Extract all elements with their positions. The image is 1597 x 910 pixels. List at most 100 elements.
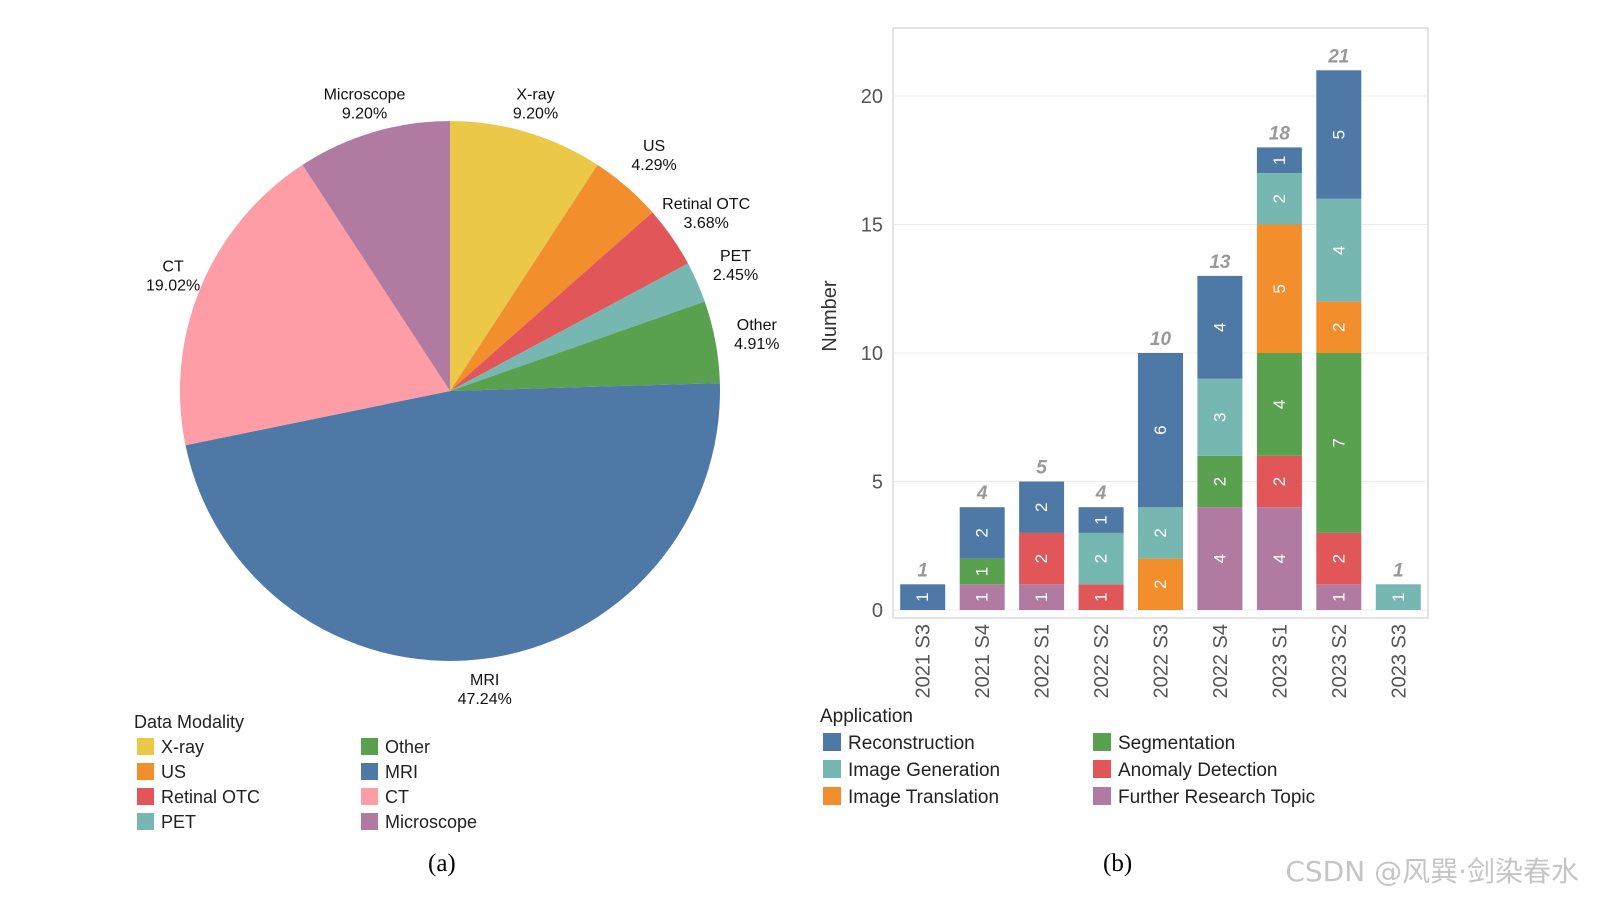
pie-chart <box>180 121 720 661</box>
bar-value-label: 4 <box>1210 554 1229 563</box>
pie-legend-swatch-x-ray <box>137 738 154 755</box>
bar-segment-2022-s3-image-translation <box>1138 558 1183 610</box>
pie-legend-swatch-mri <box>361 763 378 780</box>
bar-segment-2021-s4-segmentation <box>959 558 1005 585</box>
bar-value-label: 2 <box>1151 580 1170 589</box>
bar-segment-2023-s1-reconstruction <box>1256 147 1302 174</box>
x-tick-2022-s4: 2022 S4 <box>1210 624 1232 699</box>
pie-pct-us: 4.29% <box>631 157 676 174</box>
pie-legend-label-ct: CT <box>385 787 409 807</box>
pie-legend-label-us: US <box>161 762 186 782</box>
bar-x-ticks: 2021 S3 2021 S4 2022 S1 2022 S2 2022 S3 2022 … <box>913 624 1411 699</box>
y-tick-5: 5 <box>872 472 883 494</box>
bar-segment-2021-s4-reconstruction <box>959 507 1005 559</box>
pie-legend: Data Modality X-ray US Retinal OTC PET Other… <box>134 712 477 832</box>
caption-a: (a) <box>428 850 456 877</box>
pie-pct-pet: 2.45% <box>713 267 758 284</box>
bar-value-label: 2 <box>1210 477 1229 486</box>
caption-b: (b) <box>1103 850 1133 877</box>
bar-segment-2022-s2-reconstruction <box>1078 507 1124 533</box>
bar-value-label: 4 <box>1210 323 1229 332</box>
pie-pct-retinal-otc: 3.68% <box>684 215 729 232</box>
pie-slice-ct <box>180 164 451 446</box>
pie-slice-x-ray <box>450 121 598 391</box>
bar-segment-2022-s4-image-generation <box>1197 378 1243 456</box>
bar-segment-2023-s1-segmentation <box>1256 353 1302 456</box>
bar-value-label: 5 <box>1270 284 1289 293</box>
pie-label-x-ray: X-ray <box>516 86 554 103</box>
pie-slice-other <box>450 301 720 391</box>
bar-segment-2023-s1-further-research-topic <box>1256 507 1302 610</box>
bar-segment-2021-s3-reconstruction <box>900 584 946 610</box>
bar-segment-2022-s3-image-generation <box>1138 507 1183 559</box>
pie-slice-pet <box>450 263 705 391</box>
bar-value-label: 4 <box>1270 400 1289 409</box>
x-tick-2022-s1: 2022 S1 <box>1032 624 1054 699</box>
bar-segment-2021-s4-further-research-topic <box>959 584 1005 610</box>
pie-legend-label-pet: PET <box>161 812 196 832</box>
bar-legend-swatch-anomaly-detection <box>1093 760 1111 778</box>
bar-legend-label-image-translation: Image Translation <box>848 787 999 808</box>
pie-legend-swatch-pet <box>137 813 154 830</box>
bar-segment-2022-s4-reconstruction <box>1197 275 1243 379</box>
bar-segment-2022-s3-reconstruction <box>1138 353 1183 508</box>
y-tick-15: 15 <box>861 215 883 237</box>
pie-labels: X-ray 9.20% US 4.29% Retinal OTC 3.68% PET 2.45… <box>146 86 780 708</box>
bar-value-label: 2 <box>1270 194 1289 203</box>
bar-legend-label-image-generation: Image Generation <box>848 760 1000 781</box>
bar-value-label: 1 <box>1329 592 1348 601</box>
x-tick-2023-s3: 2023 S3 <box>1388 624 1410 699</box>
bar-total-2022-s2: 4 <box>1095 483 1107 504</box>
y-axis-label: Number <box>819 280 841 351</box>
bar-legend-label-segmentation: Segmentation <box>1118 733 1235 754</box>
bar-legend-label-reconstruction: Reconstruction <box>848 733 975 754</box>
pie-legend-swatch-ct <box>361 788 378 805</box>
pie-pct-ct: 19.02% <box>146 278 200 295</box>
bar-value-label: 1 <box>973 592 992 601</box>
bar-legend: Application Reconstruction Image Generati… <box>820 706 1315 808</box>
pie-pct-microscope: 9.20% <box>342 105 387 122</box>
bar-segment-2023-s2-image-generation <box>1316 198 1362 302</box>
bar-legend-label-anomaly-detection: Anomaly Detection <box>1118 760 1277 781</box>
bar-value-label: 2 <box>1270 477 1289 486</box>
x-tick-2021-s3: 2021 S3 <box>913 624 935 699</box>
pie-pct-other: 4.91% <box>734 336 779 353</box>
x-tick-2022-s2: 2022 S2 <box>1091 624 1113 699</box>
bar-value-label: 2 <box>1092 554 1111 563</box>
bar-segment-2023-s1-anomaly-detection <box>1256 455 1302 508</box>
bar-y-ticks: 0 5 10 15 20 <box>861 86 883 622</box>
bar-legend-title: Application <box>820 706 913 727</box>
bar-value-label: 6 <box>1151 425 1170 434</box>
pie-slice-mri <box>185 383 720 661</box>
y-tick-0: 0 <box>872 600 883 622</box>
x-tick-2023-s1: 2023 S1 <box>1269 624 1291 699</box>
pie-slice-us <box>450 164 653 391</box>
pie-label-us: US <box>643 138 665 155</box>
pie-slice-microscope <box>302 121 450 391</box>
bar-segment-2022-s2-image-generation <box>1078 532 1124 585</box>
bar-segment-2023-s1-image-translation <box>1256 224 1302 353</box>
bar-segment-2022-s1-reconstruction <box>1019 481 1065 533</box>
bar-segment-2023-s1-image-generation <box>1256 173 1302 225</box>
bar-total-2021-s4: 4 <box>976 483 988 504</box>
pie-legend-label-other: Other <box>385 737 430 757</box>
bar-segment-2023-s2-reconstruction <box>1316 70 1362 199</box>
pie-label-other: Other <box>737 317 778 334</box>
bar-segment-2022-s2-anomaly-detection <box>1078 584 1124 610</box>
pie-legend-swatch-microscope <box>361 813 378 830</box>
pie-legend-swatch-other <box>361 738 378 755</box>
pie-legend-swatch-retinal-otc <box>137 788 154 805</box>
bar-segment-2023-s2-segmentation <box>1316 353 1362 533</box>
pie-label-microscope: Microscope <box>324 86 406 103</box>
pie-legend-label-retinal-otc: Retinal OTC <box>161 787 260 807</box>
bar-value-label: 2 <box>1151 528 1170 537</box>
pie-pct-x-ray: 9.20% <box>513 105 558 122</box>
bar-value-label: 1 <box>973 567 992 576</box>
bar-segment-2023-s3-image-generation <box>1375 584 1421 610</box>
watermark: CSDN @风巽·剑染春水 <box>1285 855 1579 888</box>
bar-value-label: 7 <box>1329 438 1348 447</box>
pie-legend-label-x-ray: X-ray <box>161 737 204 757</box>
bar-total-2023-s1: 18 <box>1269 123 1291 144</box>
